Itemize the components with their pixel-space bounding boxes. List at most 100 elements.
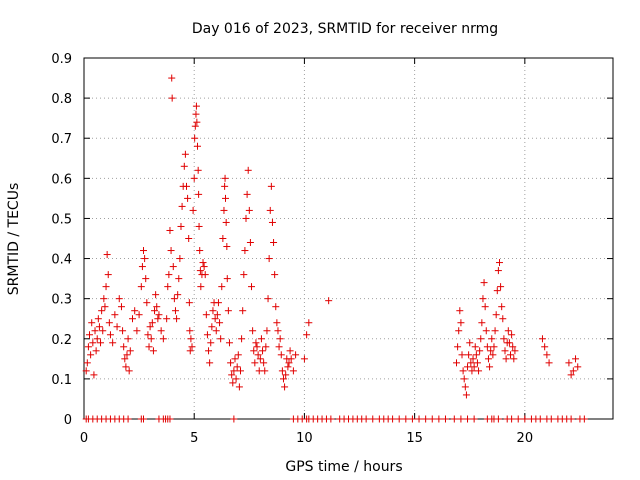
data-point	[97, 339, 105, 347]
data-point	[126, 347, 134, 355]
data-point	[106, 331, 114, 339]
y-axis-label: SRMTID / TECUs	[6, 183, 22, 296]
data-point	[188, 343, 196, 351]
data-point	[187, 335, 195, 343]
data-point	[495, 259, 503, 267]
data-point	[104, 271, 112, 279]
data-point	[101, 303, 109, 311]
data-point	[470, 415, 478, 423]
data-point	[362, 415, 370, 423]
data-point	[263, 327, 271, 335]
data-point	[487, 347, 495, 355]
y-tick-label: 0.5	[51, 212, 72, 227]
chart-title: Day 016 of 2023, SRMTID for receiver nrm…	[192, 21, 498, 37]
data-point	[155, 311, 163, 319]
data-point	[267, 182, 275, 190]
data-point	[497, 283, 505, 291]
data-point	[468, 367, 476, 375]
data-point	[459, 367, 467, 375]
data-point	[212, 327, 220, 335]
data-point	[182, 182, 190, 190]
data-point	[428, 415, 436, 423]
data-point	[229, 379, 237, 387]
data-point	[221, 182, 229, 190]
data-point	[219, 235, 227, 242]
data-point	[86, 331, 94, 339]
x-tick-label: 20	[517, 431, 534, 446]
data-point	[146, 323, 154, 331]
data-point	[479, 295, 487, 303]
data-point	[243, 190, 251, 198]
data-point	[205, 347, 213, 355]
data-point	[218, 283, 226, 291]
data-point	[477, 335, 485, 343]
data-point	[191, 134, 199, 142]
data-point	[170, 295, 178, 303]
data-point	[493, 287, 501, 295]
data-point	[251, 359, 259, 367]
data-point	[234, 351, 242, 359]
data-point	[133, 327, 141, 335]
data-point	[131, 307, 139, 315]
data-point	[472, 351, 480, 359]
data-point	[90, 371, 98, 379]
data-point	[115, 295, 123, 303]
data-point	[199, 259, 207, 267]
data-point	[490, 343, 498, 351]
data-point	[163, 315, 171, 323]
data-point	[165, 271, 173, 279]
data-point	[270, 239, 278, 247]
data-point	[475, 367, 483, 375]
data-point	[467, 359, 475, 367]
data-point	[166, 226, 174, 234]
data-point	[538, 335, 546, 343]
data-point	[140, 247, 148, 255]
data-point	[491, 327, 499, 335]
data-point	[91, 327, 99, 335]
y-tick-label: 0	[64, 413, 72, 428]
data-point	[123, 351, 131, 359]
data-point	[285, 359, 293, 367]
data-point	[289, 367, 297, 375]
data-point	[141, 255, 149, 263]
data-point	[521, 415, 529, 423]
data-point	[507, 351, 515, 359]
data-point	[464, 415, 472, 423]
data-point	[122, 363, 130, 371]
x-tick-labels: 0 5 10 15 20	[80, 431, 533, 446]
data-point	[458, 351, 466, 359]
data-point	[471, 343, 479, 351]
data-point	[505, 339, 513, 347]
data-point	[95, 323, 103, 331]
data-point	[207, 339, 215, 347]
data-point	[545, 359, 553, 367]
data-point	[574, 363, 582, 371]
data-point	[117, 303, 125, 311]
data-point	[246, 239, 254, 247]
data-point	[281, 383, 289, 391]
data-point	[461, 383, 469, 391]
data-point	[194, 142, 202, 150]
data-point	[305, 319, 313, 327]
data-point	[185, 235, 193, 242]
data-point	[287, 355, 295, 363]
data-point	[238, 335, 246, 343]
data-point	[450, 415, 458, 423]
data-point	[113, 323, 121, 331]
data-point	[143, 299, 151, 307]
data-point	[249, 327, 257, 335]
data-point	[483, 343, 491, 351]
data-point	[208, 323, 216, 331]
data-point	[137, 283, 145, 291]
y-tick-label: 0.4	[51, 253, 72, 268]
data-point	[241, 247, 249, 255]
data-point	[572, 355, 580, 363]
data-point	[480, 279, 488, 287]
data-point	[223, 243, 231, 251]
data-point	[274, 327, 282, 335]
data-point	[510, 355, 518, 363]
data-point	[240, 271, 248, 279]
data-point	[121, 355, 129, 363]
data-point	[151, 307, 159, 315]
data-point	[173, 315, 181, 323]
